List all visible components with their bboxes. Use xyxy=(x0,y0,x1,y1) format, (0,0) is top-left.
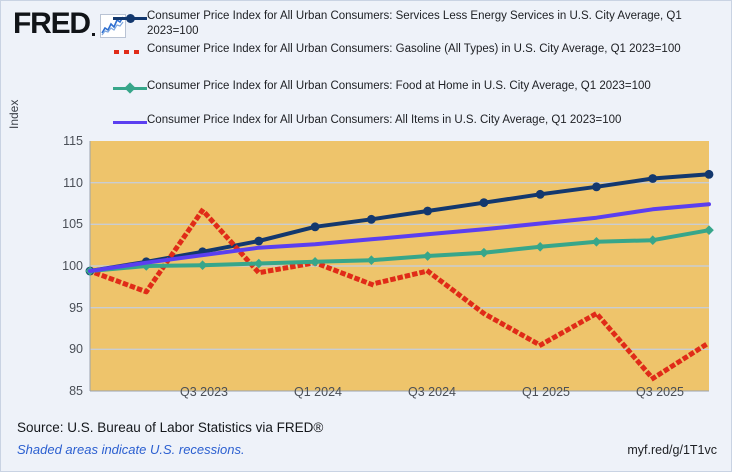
y-axis-tick-label: 95 xyxy=(69,300,83,315)
series-line-food-at-home xyxy=(88,228,711,273)
data-point-marker xyxy=(310,222,320,232)
x-axis-tick-label: Q1 2024 xyxy=(294,385,342,399)
legend-label-food-at-home: Consumer Price Index for All Urban Consu… xyxy=(147,80,651,92)
x-axis-tick-label: Q3 2025 xyxy=(636,385,684,399)
y-axis-tick-label: 110 xyxy=(63,175,83,190)
fred-logo[interactable]: FRED xyxy=(13,9,126,39)
data-point-marker xyxy=(592,182,601,192)
data-point-marker xyxy=(254,258,264,269)
fred-logo-dot xyxy=(91,33,95,36)
series-line-services-less-energy-services xyxy=(88,172,711,273)
legend-item-all-items[interactable]: Consumer Price Index for All Urban Consu… xyxy=(113,113,621,129)
legend-swatch-services-less-energy xyxy=(113,11,147,25)
legend-label-gasoline: Consumer Price Index for All Urban Consu… xyxy=(147,43,681,55)
y-axis-tick-label: 100 xyxy=(62,259,83,273)
y-axis-ticks: 115 110 105 100 95 90 85 xyxy=(31,129,83,414)
data-point-marker xyxy=(704,169,714,179)
data-point-marker xyxy=(197,260,208,271)
short-url[interactable]: myf.red/g/1T1vc xyxy=(627,443,717,457)
data-point-marker xyxy=(423,206,433,216)
chart-header: FRED Consumer Price Index for All Urban … xyxy=(1,1,731,129)
x-axis-tick-label: Q3 2024 xyxy=(408,385,456,399)
legend-label-services-less-energy: Consumer Price Index for All Urban Consu… xyxy=(147,10,682,37)
chart-plot-region: 115 110 105 100 95 90 85 Q3 2023 Q1 2024 Q3 2024… xyxy=(1,129,731,414)
fred-wordmark: FRED xyxy=(13,7,91,40)
legend-item-food-at-home[interactable]: Consumer Price Index for All Urban Consu… xyxy=(113,79,651,95)
series-line-all-items xyxy=(88,202,711,273)
recession-note[interactable]: Shaded areas indicate U.S. recessions. xyxy=(17,442,245,457)
y-axis-tick-label: 115 xyxy=(63,134,83,148)
chart-canvas xyxy=(85,141,714,392)
data-point-marker xyxy=(648,174,658,183)
data-point-marker xyxy=(535,189,545,199)
legend-label-all-items: Consumer Price Index for All Urban Consu… xyxy=(147,114,622,126)
source-note: Source: U.S. Bureau of Labor Statistics … xyxy=(17,420,324,435)
x-axis-tick-label: Q3 2023 xyxy=(180,385,228,399)
legend-item-services-less-energy[interactable]: Consumer Price Index for All Urban Consu… xyxy=(113,9,731,38)
data-point-marker xyxy=(254,236,264,246)
data-point-marker xyxy=(591,236,602,247)
x-axis-ticks: Q3 2023 Q1 2024 Q3 2024 Q1 2025 Q3 2025 xyxy=(1,385,731,409)
y-axis-tick-label: 85 xyxy=(69,384,83,398)
data-point-marker xyxy=(479,198,489,208)
data-point-marker xyxy=(366,255,377,265)
legend-item-gasoline[interactable]: Consumer Price Index for All Urban Consu… xyxy=(113,42,681,58)
series-line-gasoline-all-types xyxy=(86,207,713,381)
legend-swatch-food-at-home xyxy=(113,81,147,95)
y-axis-title: Index xyxy=(7,100,21,129)
y-axis-title-text: Index xyxy=(7,99,21,129)
x-axis-tick-label: Q1 2025 xyxy=(522,385,570,399)
data-point-marker xyxy=(366,214,376,224)
chart-footer: Source: U.S. Bureau of Labor Statistics … xyxy=(1,416,731,471)
y-axis-tick-label: 90 xyxy=(69,342,83,357)
legend-swatch-gasoline xyxy=(113,44,147,58)
y-axis-tick-label: 105 xyxy=(62,217,83,232)
legend-swatch-all-items xyxy=(113,115,147,129)
